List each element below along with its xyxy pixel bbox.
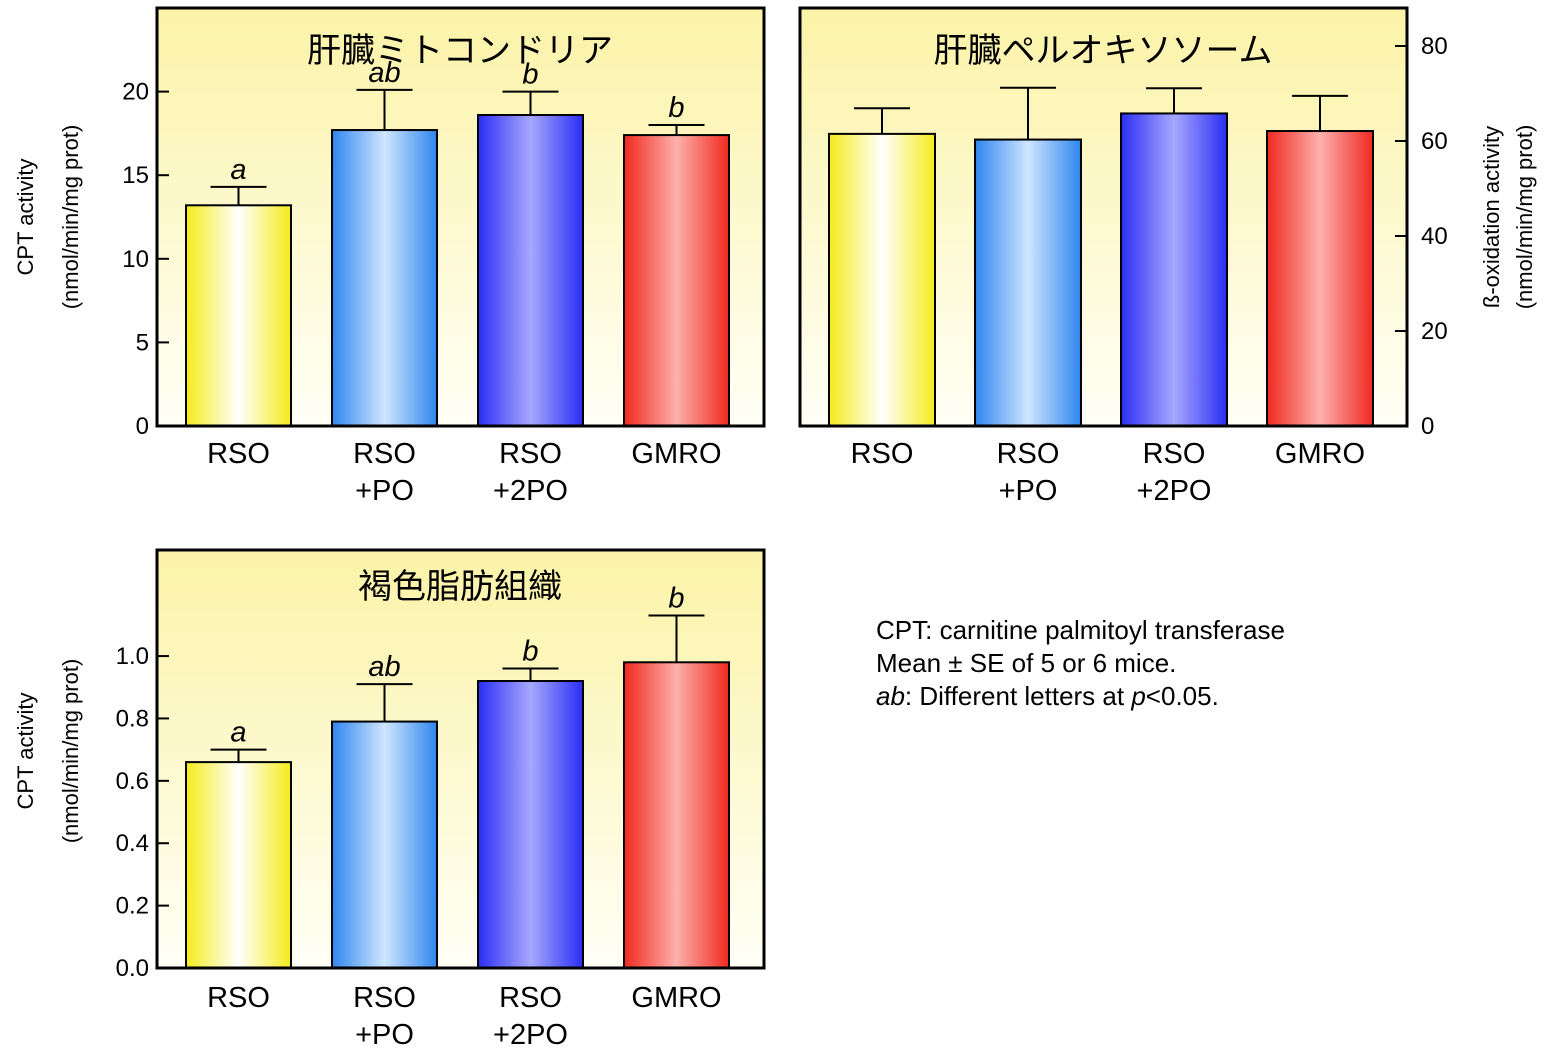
bar-4 [1266,130,1374,427]
y-tick-label-4: 60 [1421,128,1448,155]
y-axis-title-line-1: CPT activity [13,693,38,810]
y-tick-label-1: 0 [136,413,149,440]
significance-label-4: b [668,583,684,615]
panel-frame [798,6,1409,428]
y-tick-label-5: 0.8 [116,705,149,732]
category-label-3: RSO +2PO [493,438,568,507]
significance-label-4: b [668,92,684,124]
panel-frame [155,548,766,970]
bar-3 [477,680,584,970]
category-label-3: RSO +2PO [1137,438,1212,507]
bar-1 [828,132,936,427]
bar-4 [623,661,730,970]
y-tick-label-6: 1.0 [116,643,149,670]
note-significance: ab: Different letters at p<0.05. [876,680,1285,713]
bar-2 [331,129,438,427]
category-label-4: GMRO [631,982,721,1014]
panel-frame [155,6,766,428]
y-tick-label-3: 40 [1421,223,1448,250]
y-tick-label-2: 20 [1421,318,1448,345]
note-significance-text: : Different letters at [904,681,1132,711]
y-tick-label-5: 20 [122,79,149,106]
bar-1 [185,761,292,969]
note-significance-letters: ab [876,681,905,711]
y-tick-label-5: 80 [1421,33,1448,60]
y-axis-title-line-2: (nmol/min/mg prot) [58,659,83,844]
bar-2 [331,720,438,969]
category-label-2: RSO +PO [353,982,416,1051]
y-axis-title-line-2: (nmol/min/mg prot) [58,125,83,310]
figure-notes: CPT: carnitine palmitoyl transferase Mea… [876,614,1285,713]
category-label-4: GMRO [631,438,721,470]
y-tick-label-3: 10 [122,246,149,273]
chart-panel-3: 褐色脂肪組織 a RSO ab RSO +PO b RSO +2PO b GMRO 0.0 0.2 0.4… [13,548,766,1051]
category-label-2: RSO +PO [997,438,1060,507]
note-mean-se: Mean ± SE of 5 or 6 mice. [876,648,1177,678]
category-label-4: GMRO [1275,438,1365,470]
y-tick-label-2: 0.2 [116,893,149,920]
significance-label-1: a [230,717,246,749]
chart-panel-2: 肝臓ペルオキソソーム RSO RSO +PO RSO +2PO GMRO 0 20 40 60 80 ß… [798,6,1537,507]
significance-label-2: ab [368,57,400,89]
y-tick-label-1: 0.0 [116,955,149,982]
category-label-1: RSO [851,438,914,470]
y-tick-label-4: 0.6 [116,768,149,795]
significance-label-3: b [522,59,538,91]
y-axis-title-line-2: (nmol/min/mg prot) [1512,125,1537,310]
y-tick-label-1: 0 [1421,413,1434,440]
bar-1 [185,204,292,427]
bar-3 [477,114,584,428]
panel-title: 肝臓ペルオキソソーム [934,31,1273,71]
category-label-3: RSO +2PO [493,982,568,1051]
y-tick-label-4: 15 [122,162,149,189]
note-cpt-definition: CPT: carnitine palmitoyl transferase [876,615,1285,645]
note-p-threshold: <0.05. [1145,681,1219,711]
bar-3 [1120,112,1228,427]
bar-2 [974,138,1082,427]
category-label-1: RSO [207,982,270,1014]
y-axis-title-line-1: ß-oxidation activity [1479,126,1504,308]
panel-title: 褐色脂肪組織 [358,567,562,607]
bar-4 [623,134,730,428]
y-tick-label-3: 0.4 [116,830,149,857]
significance-label-3: b [522,636,538,668]
y-axis-title-line-1: CPT activity [13,159,38,276]
y-tick-label-2: 5 [136,329,149,356]
panel-title: 肝臓ミトコンドリア [307,31,613,71]
chart-panel-1: 肝臓ミトコンドリア a RSO ab RSO +PO b RSO +2PO b GMRO 0 5 10 15… [13,6,766,507]
note-p-symbol: p [1131,681,1146,711]
significance-label-1: a [230,154,246,186]
category-label-2: RSO +PO [353,438,416,507]
significance-label-2: ab [368,651,400,683]
category-label-1: RSO [207,438,270,470]
